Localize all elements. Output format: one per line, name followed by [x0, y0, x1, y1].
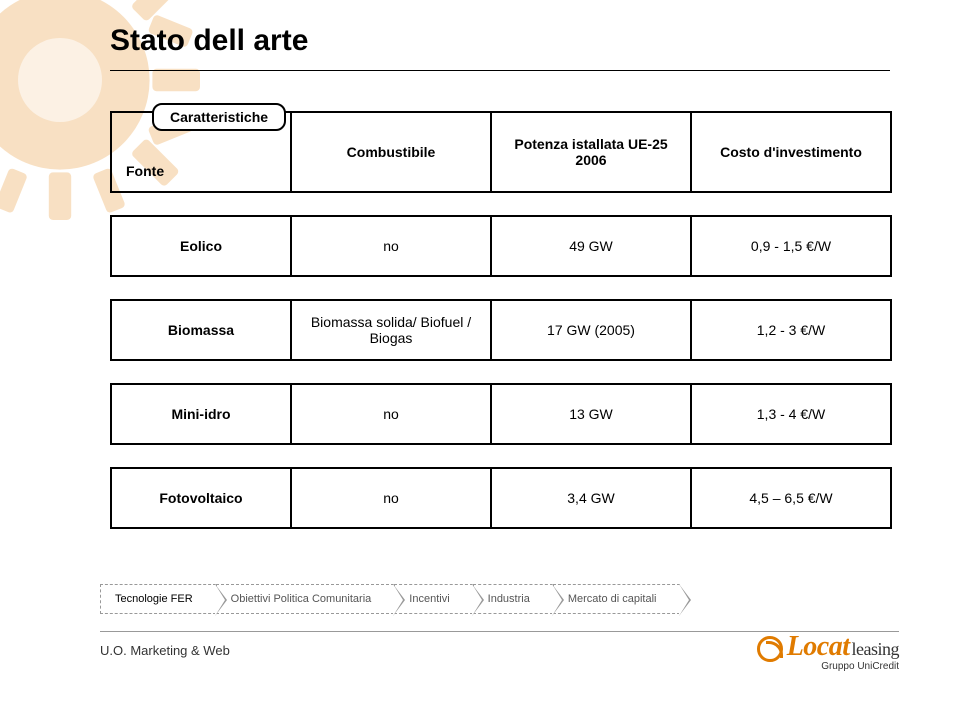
row-name: Mini-idro — [111, 384, 291, 444]
header-fonte-cell: Caratteristiche Fonte — [111, 112, 291, 192]
footer-text: U.O. Marketing & Web — [100, 643, 230, 658]
crumb-item: Industria — [473, 584, 553, 614]
crumb-item: Mercato di capitali — [553, 584, 680, 614]
logo-mark-icon — [757, 636, 783, 662]
callout-caratteristiche: Caratteristiche — [152, 103, 286, 131]
row-name: Fotovoltaico — [111, 468, 291, 528]
row-fuel: no — [291, 468, 491, 528]
breadcrumb: Tecnologie FER Obiettivi Politica Comuni… — [100, 584, 680, 614]
row-name: Biomassa — [111, 300, 291, 360]
crumb-item: Obiettivi Politica Comunitaria — [216, 584, 395, 614]
spacer — [111, 444, 891, 468]
row-fuel: no — [291, 216, 491, 276]
crumb-item: Tecnologie FER — [100, 584, 216, 614]
row-fuel: no — [291, 384, 491, 444]
logo-brand: Locat — [787, 631, 850, 662]
spacer — [111, 192, 891, 216]
row-fuel: Biomassa solida/ Biofuel / Biogas — [291, 300, 491, 360]
header-potenza: Potenza istallata UE-25 2006 — [491, 112, 691, 192]
logo-suffix: leasing — [852, 639, 900, 659]
table-header-row: Caratteristiche Fonte Combustibile Poten… — [111, 112, 891, 192]
row-capacity: 49 GW — [491, 216, 691, 276]
row-cost: 1,3 - 4 €/W — [691, 384, 891, 444]
row-capacity: 17 GW (2005) — [491, 300, 691, 360]
row-capacity: 3,4 GW — [491, 468, 691, 528]
header-potenza-l2: 2006 — [575, 152, 606, 168]
header-potenza-l1: Potenza istallata UE-25 — [514, 136, 667, 152]
fuel-l1: Biomassa solida/ Biofuel / — [311, 314, 471, 330]
logo-main: Locatleasing — [757, 631, 899, 663]
table-row: Fotovoltaico no 3,4 GW 4,5 – 6,5 €/W — [111, 468, 891, 528]
page-title: Stato dell arte — [110, 24, 899, 58]
table-row: Mini-idro no 13 GW 1,3 - 4 €/W — [111, 384, 891, 444]
row-capacity: 13 GW — [491, 384, 691, 444]
crumb-item: Incentivi — [394, 584, 472, 614]
fonte-label: Fonte — [126, 163, 164, 179]
table-row: Eolico no 49 GW 0,9 - 1,5 €/W — [111, 216, 891, 276]
spacer — [111, 276, 891, 300]
spacer — [111, 360, 891, 384]
row-cost: 1,2 - 3 €/W — [691, 300, 891, 360]
data-table: Caratteristiche Fonte Combustibile Poten… — [110, 111, 892, 529]
header-combustibile: Combustibile — [291, 112, 491, 192]
row-cost: 4,5 – 6,5 €/W — [691, 468, 891, 528]
table-row: Biomassa Biomassa solida/ Biofuel / Biog… — [111, 300, 891, 360]
fuel-l2: Biogas — [370, 330, 413, 346]
header-costo: Costo d'investimento — [691, 112, 891, 192]
row-cost: 0,9 - 1,5 €/W — [691, 216, 891, 276]
row-name: Eolico — [111, 216, 291, 276]
logo: Locatleasing Gruppo UniCredit — [757, 631, 899, 672]
